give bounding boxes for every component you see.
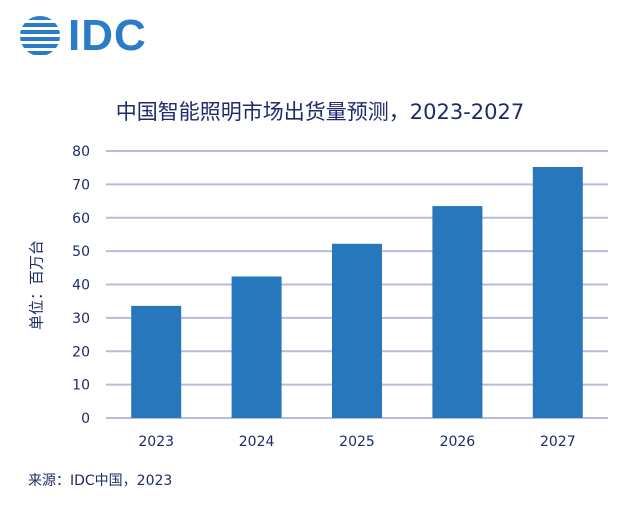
x-tick-label: 2023 [138, 434, 174, 450]
bar-2027 [532, 167, 583, 418]
x-tick-label: 2026 [440, 434, 476, 450]
bar-2026 [432, 206, 483, 418]
bar-2024 [231, 276, 282, 418]
y-tick-label: 20 [72, 344, 90, 360]
globe-stripes-icon [20, 16, 60, 55]
y-tick-label: 80 [72, 144, 90, 160]
y-tick-label: 70 [72, 177, 90, 193]
y-tick-label: 10 [72, 378, 90, 394]
y-tick-label: 60 [72, 211, 90, 227]
bar-2025 [332, 243, 382, 418]
logo-text: IDC [68, 11, 147, 60]
idc-logo: IDC [18, 14, 147, 58]
bar-2023 [131, 305, 182, 418]
x-tick-label: 2024 [239, 434, 275, 450]
source-note: 来源：IDC中国，2023 [28, 473, 173, 489]
x-tick-label: 2027 [540, 434, 576, 450]
y-tick-label: 30 [72, 311, 90, 327]
x-tick-label: 2025 [339, 434, 375, 450]
chart-title: 中国智能照明市场出货量预测，2023-2027 [115, 100, 525, 124]
y-tick-label: 40 [72, 278, 90, 294]
y-tick-label: 50 [72, 244, 90, 260]
y-tick-label: 0 [81, 411, 90, 427]
